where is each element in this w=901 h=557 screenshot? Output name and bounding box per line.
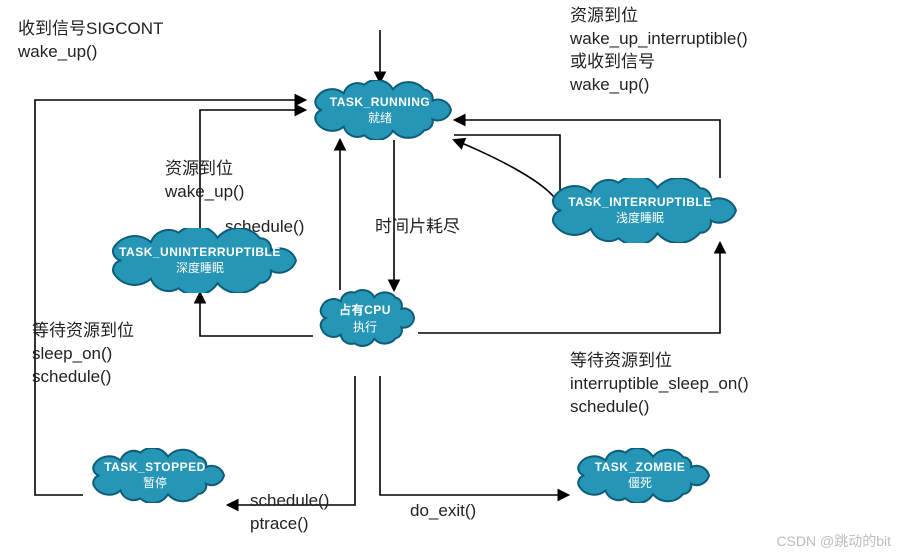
node-cpu-exec: 占有CPU执行 — [313, 288, 418, 348]
label-sigcont: 收到信号SIGCONTwake_up() — [18, 18, 163, 64]
node-task-running: TASK_RUNNING就绪 — [305, 80, 455, 140]
label-wait-int-sleep: 等待资源到位interruptible_sleep_on()schedule() — [570, 350, 749, 419]
label-line: wake_up() — [18, 41, 163, 64]
edge — [455, 120, 720, 178]
label-schedule-ptrace: schedule()ptrace() — [250, 490, 329, 536]
node-subtitle: 执行 — [353, 318, 377, 335]
edge — [418, 243, 720, 333]
label-line: schedule() — [32, 366, 134, 389]
node-task-uninterruptible: TASK_UNINTERRUPTIBLE深度睡眠 — [100, 228, 300, 293]
node-title: 占有CPU — [339, 301, 391, 318]
edge — [380, 376, 568, 495]
node-subtitle: 暂停 — [143, 474, 167, 491]
label-do-exit: do_exit() — [410, 500, 476, 523]
label-line: wake_up_interruptible() — [570, 28, 748, 51]
node-task-zombie: TASK_ZOMBIE僵死 — [568, 448, 713, 503]
node-subtitle: 僵死 — [628, 474, 652, 491]
label-line: schedule() — [570, 396, 749, 419]
label-line: ptrace() — [250, 513, 329, 536]
label-line: 或收到信号 — [570, 51, 748, 74]
label-line: 资源到位 — [570, 5, 748, 28]
node-title: TASK_STOPPED — [104, 460, 206, 474]
label-wait-sleep: 等待资源到位sleep_on()schedule() — [32, 320, 134, 389]
label-line: 时间片耗尽 — [375, 216, 460, 239]
label-line: schedule() — [250, 490, 329, 513]
node-subtitle: 深度睡眠 — [176, 259, 224, 276]
node-title: TASK_RUNNING — [330, 95, 430, 109]
label-line: 等待资源到位 — [570, 350, 749, 373]
label-line: wake_up() — [570, 74, 748, 97]
label-line: 收到信号SIGCONT — [18, 18, 163, 41]
edge — [200, 293, 313, 336]
node-subtitle: 浅度睡眠 — [616, 209, 664, 226]
label-resource-wakeup: 资源到位wake_up() — [165, 158, 244, 204]
node-title: TASK_ZOMBIE — [595, 460, 686, 474]
label-timeslice: 时间片耗尽 — [375, 216, 460, 239]
edge — [228, 376, 355, 505]
node-task-interruptible: TASK_INTERRUPTIBLE浅度睡眠 — [540, 178, 740, 243]
label-line: 等待资源到位 — [32, 320, 134, 343]
node-task-stopped: TASK_STOPPED暂停 — [83, 448, 228, 503]
label-resource-int: 资源到位wake_up_interruptible()或收到信号wake_up(… — [570, 5, 748, 97]
node-title: TASK_INTERRUPTIBLE — [568, 195, 711, 209]
label-line: 资源到位 — [165, 158, 244, 181]
label-line: interruptible_sleep_on() — [570, 373, 749, 396]
node-title: TASK_UNINTERRUPTIBLE — [119, 245, 281, 259]
label-line: sleep_on() — [32, 343, 134, 366]
node-subtitle: 就绪 — [368, 109, 392, 126]
label-line: wake_up() — [165, 181, 244, 204]
label-line: do_exit() — [410, 500, 476, 523]
